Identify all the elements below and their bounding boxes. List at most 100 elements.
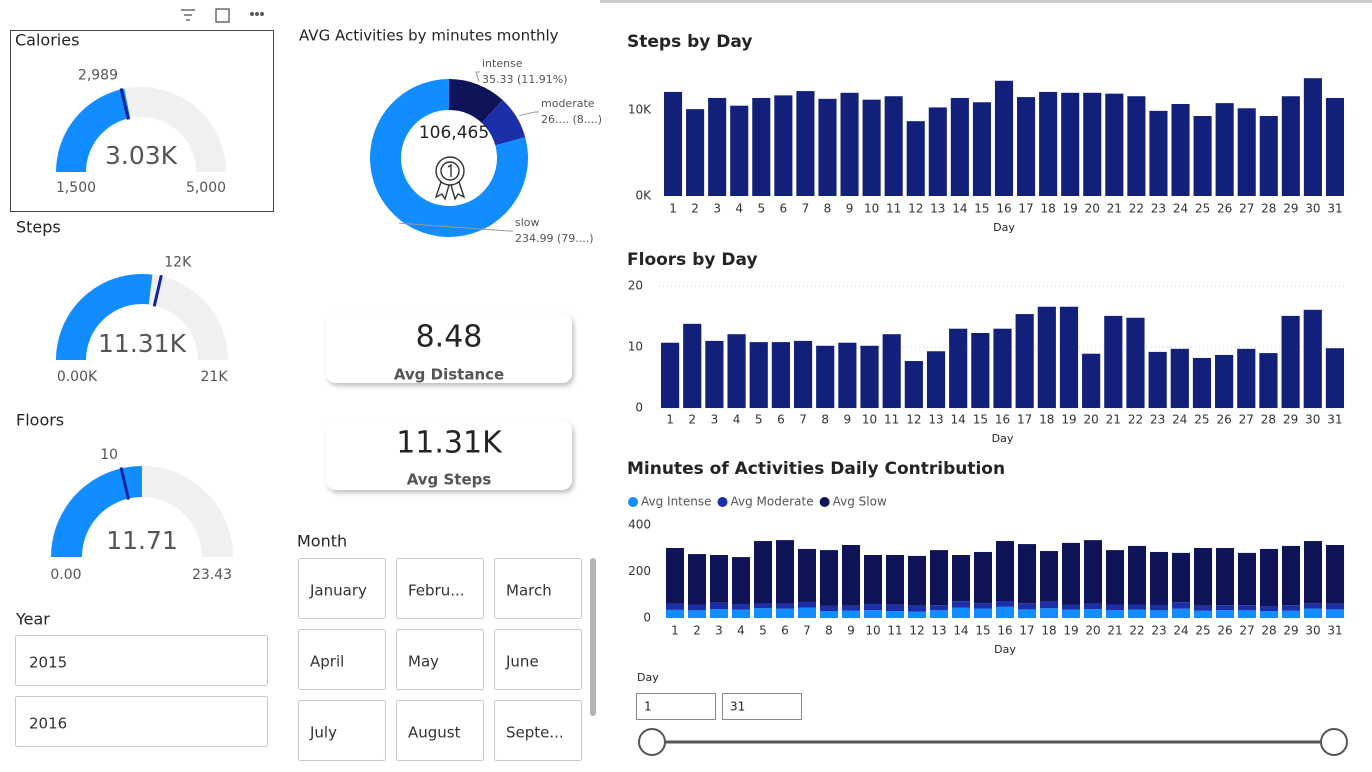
visual-header: [181, 8, 264, 23]
bar-segment: [951, 601, 971, 608]
y-tick-label: 20: [628, 279, 643, 293]
x-tick-label: 22: [1129, 202, 1144, 216]
bar-segment: [1105, 604, 1125, 611]
x-tick-label: 29: [1283, 202, 1298, 216]
x-tick-label: 23: [1150, 413, 1165, 427]
gauge-title: Calories: [15, 31, 79, 50]
bar-segment: [1171, 552, 1191, 603]
bar-segment: [1215, 548, 1235, 606]
bar-segment: [775, 603, 795, 609]
slicer-item-box[interactable]: [15, 635, 268, 686]
slicer-item[interactable]: July: [309, 724, 337, 742]
bar-segment: [731, 604, 751, 610]
x-tick-label: 15: [974, 202, 989, 216]
slicer-item-box[interactable]: [298, 558, 386, 619]
x-tick-label: 28: [1261, 624, 1276, 638]
bar: [818, 98, 837, 196]
bar: [1303, 309, 1322, 408]
bar: [752, 97, 771, 196]
x-tick-label: 14: [951, 413, 966, 427]
x-tick-label: 19: [1063, 202, 1078, 216]
x-tick-label: 5: [757, 202, 765, 216]
slicer-item[interactable]: 2016: [29, 715, 67, 733]
x-tick-label: 23: [1151, 624, 1166, 638]
bar: [796, 91, 815, 196]
x-tick-label: 1: [671, 624, 679, 638]
gauge-value-label: 11.71: [106, 526, 178, 555]
range-from: 1: [644, 700, 652, 714]
bar: [1237, 348, 1256, 408]
more-icon: [255, 12, 259, 16]
bar: [972, 102, 991, 196]
x-tick-label: 20: [1085, 624, 1100, 638]
bar-segment: [841, 605, 861, 611]
slider-handle[interactable]: [1320, 728, 1348, 756]
x-tick-label: 9: [847, 624, 855, 638]
bar-segment: [687, 604, 707, 611]
slicer-item[interactable]: May: [408, 653, 439, 671]
bar-segment: [1017, 544, 1037, 604]
slicer-item[interactable]: Febru...: [408, 582, 465, 600]
gauge-value: [51, 466, 142, 558]
slicer-item[interactable]: 2015: [29, 654, 67, 672]
x-tick-label: 18: [1040, 202, 1055, 216]
slicer-item[interactable]: March: [506, 582, 552, 600]
slicer-item[interactable]: June: [505, 653, 539, 671]
bar: [1015, 314, 1034, 408]
x-tick-label: 25: [1194, 413, 1209, 427]
more-icon[interactable]: [250, 12, 254, 16]
slider-handle[interactable]: [638, 728, 666, 756]
x-tick-label: 3: [711, 413, 719, 427]
x-tick-label: 22: [1129, 624, 1144, 638]
bar-segment: [731, 557, 751, 605]
bar-segment: [1105, 610, 1125, 618]
range-input[interactable]: [722, 693, 802, 720]
slicer-item-box[interactable]: [396, 629, 484, 690]
x-tick-label: 24: [1173, 624, 1188, 638]
slice-value-label: 26.... (8....): [541, 113, 602, 126]
focus-icon[interactable]: [215, 8, 230, 23]
x-tick-label: 28: [1261, 413, 1276, 427]
bar-segment: [1259, 606, 1279, 612]
bar-segment: [1325, 544, 1345, 604]
slicer-item[interactable]: April: [310, 653, 344, 671]
y-tick-label: 10K: [628, 103, 652, 117]
bar-segment: [819, 550, 839, 606]
scrollbar[interactable]: [590, 558, 596, 716]
bar-segment: [1017, 603, 1037, 610]
bar: [1104, 315, 1123, 408]
bar-segment: [1149, 604, 1169, 611]
bar-segment: [1237, 605, 1257, 611]
x-tick-label: 17: [1019, 624, 1034, 638]
slicer-item-box[interactable]: [396, 700, 484, 761]
x-tick-label: 1: [666, 413, 674, 427]
bar-segment: [995, 541, 1015, 602]
slicer-item[interactable]: Septe...: [506, 724, 564, 742]
x-tick-label: 6: [780, 202, 788, 216]
x-tick-label: 11: [886, 202, 901, 216]
gauge-target-label: 10: [100, 447, 118, 463]
slicer-item[interactable]: August: [408, 724, 461, 742]
slicer-item-box[interactable]: [298, 700, 386, 761]
slicer-item-box[interactable]: [298, 629, 386, 690]
bar-segment: [1303, 541, 1323, 604]
bar-segment: [665, 609, 685, 618]
bar: [1037, 306, 1056, 408]
slicer-item-box[interactable]: [494, 629, 582, 690]
bar: [1192, 357, 1212, 408]
slicer-item-box[interactable]: [396, 558, 484, 619]
range-input[interactable]: [636, 693, 716, 720]
x-tick-label: 30: [1305, 413, 1320, 427]
x-axis-label: Day: [993, 221, 1015, 234]
slicer-item-box[interactable]: [494, 700, 582, 761]
slicer-item[interactable]: January: [309, 582, 367, 600]
slicer-item-box[interactable]: [494, 558, 582, 619]
bar: [727, 334, 746, 408]
y-tick-label: 0: [635, 401, 643, 415]
bar: [882, 334, 901, 408]
bar: [904, 361, 923, 408]
x-tick-label: 12: [909, 624, 924, 638]
x-tick-label: 14: [952, 202, 967, 216]
slicer-item-box[interactable]: [15, 696, 268, 747]
bar-segment: [1105, 550, 1125, 605]
